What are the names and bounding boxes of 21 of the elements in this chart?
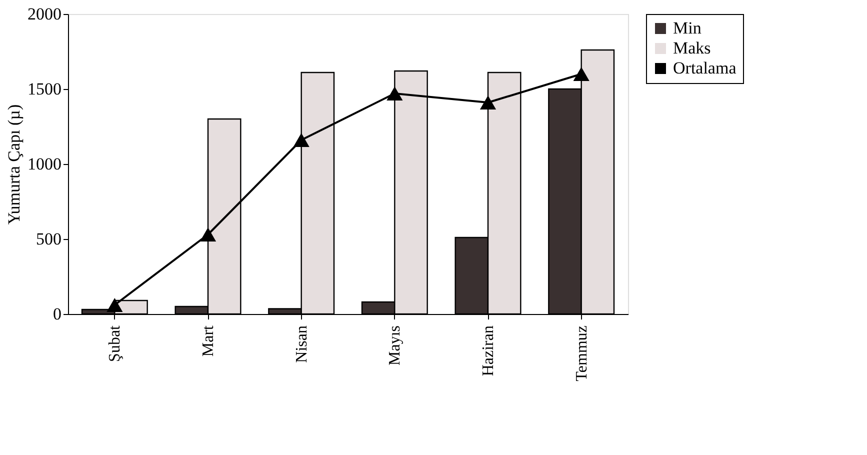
point: [386, 86, 403, 100]
x-tick-label: Temmuz: [573, 326, 590, 382]
point: [106, 298, 123, 312]
point: [200, 228, 216, 242]
y-tick-label: 1500: [28, 80, 62, 98]
y-tick-label: 2000: [28, 4, 62, 24]
point: [293, 133, 310, 147]
legend-label: Ortalama: [673, 58, 737, 78]
y-axis-title: Yumurta Çapı (µ): [4, 104, 24, 225]
point: [573, 67, 590, 81]
point: [480, 96, 496, 110]
y-tick-label: 0: [53, 304, 62, 324]
y-tick-label: 500: [36, 230, 62, 248]
legend-label: Maks: [673, 38, 711, 58]
legend-label: Min: [673, 18, 702, 38]
x-tick-label: Mayıs: [386, 326, 404, 366]
y-tick-label: 1000: [28, 154, 62, 174]
x-tick-label: Şubat: [106, 324, 124, 362]
x-tick-label: Mart: [200, 324, 217, 357]
x-tick-label: Haziran: [480, 326, 497, 376]
x-tick-label: Nisan: [293, 326, 310, 363]
